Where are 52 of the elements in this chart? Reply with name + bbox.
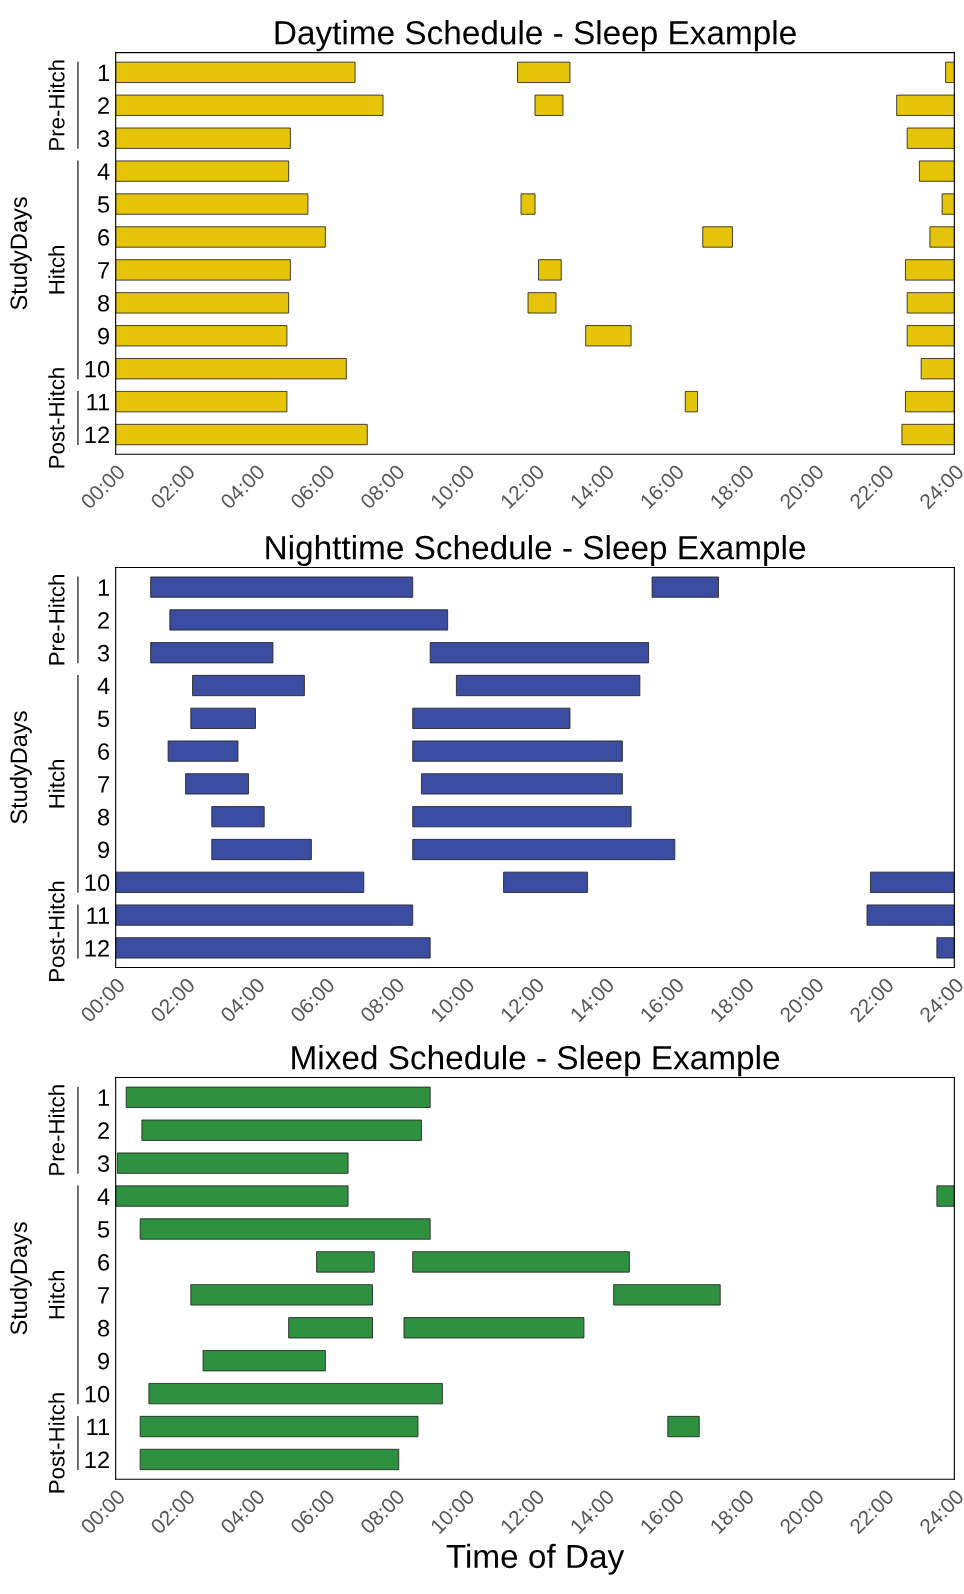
y-axis-title: StudyDays xyxy=(9,1222,32,1335)
y-tick-label: 8 xyxy=(98,808,110,826)
text: Post-Hitch xyxy=(48,881,65,981)
y-axis-title: StudyDays xyxy=(9,197,32,310)
y-tick-label: 2 xyxy=(98,97,109,114)
y-tick-label: 5 xyxy=(97,196,110,213)
y-tick-label: 1 xyxy=(98,1089,109,1106)
y-tick-label: 8 xyxy=(98,1319,110,1337)
text: Post-Hitch xyxy=(48,1393,65,1493)
y-tick-label: 11 xyxy=(87,393,109,411)
y-tick-label: 4 xyxy=(97,677,110,695)
text: Pre-Hitch xyxy=(48,575,65,665)
y-tick-label: 11 xyxy=(87,1418,109,1436)
text: Post-Hitch xyxy=(48,368,65,468)
text: Hitch xyxy=(48,246,65,294)
y-tick-label: 9 xyxy=(98,841,110,859)
y-tick-label: 8 xyxy=(98,294,110,312)
y-tick-label: 9 xyxy=(98,327,110,345)
y-tick-label: 10 xyxy=(85,1385,110,1403)
y-tick-label: 3 xyxy=(97,644,110,662)
text: Pre-Hitch xyxy=(48,60,65,150)
y-tick-label: 10 xyxy=(85,874,110,892)
y-tick-label: 5 xyxy=(97,710,110,728)
chart-title: Mixed Schedule - Sleep Example xyxy=(292,1045,780,1077)
y-tick-label: 11 xyxy=(87,907,109,924)
y-tick-label: 6 xyxy=(98,229,110,246)
y-tick-label: 5 xyxy=(97,1221,110,1238)
text: Pre-Hitch xyxy=(48,1085,65,1175)
y-tick-label: 4 xyxy=(97,163,110,180)
y-tick-label: 6 xyxy=(98,1253,110,1271)
y-tick-label: 6 xyxy=(98,743,110,760)
y-tick-label: 2 xyxy=(98,612,109,629)
y-tick-label: 7 xyxy=(98,262,109,279)
x-axis-title: Time of Day xyxy=(446,1543,625,1575)
y-tick-label: 3 xyxy=(97,1155,110,1172)
y-tick-label: 7 xyxy=(98,1287,109,1304)
y-tick-label: 2 xyxy=(98,1122,109,1139)
y-tick-label: 10 xyxy=(85,360,110,378)
text: Hitch xyxy=(48,1270,65,1319)
y-tick-label: 1 xyxy=(98,64,109,81)
text: Hitch xyxy=(48,760,65,808)
y-tick-label: 9 xyxy=(98,1352,110,1370)
y-tick-label: 12 xyxy=(85,426,109,444)
y-tick-label: 4 xyxy=(97,1188,110,1205)
y-tick-label: 12 xyxy=(85,939,109,957)
y-axis-title: StudyDays xyxy=(9,711,32,824)
y-tick-label: 3 xyxy=(97,130,110,147)
y-tick-label: 1 xyxy=(98,579,109,596)
y-tick-label: 7 xyxy=(98,776,109,793)
y-tick-label: 12 xyxy=(85,1451,109,1469)
chart-title: Nighttime Schedule - Sleep Example xyxy=(266,534,805,567)
chart-title: Daytime Schedule - Sleep Example xyxy=(275,20,796,52)
